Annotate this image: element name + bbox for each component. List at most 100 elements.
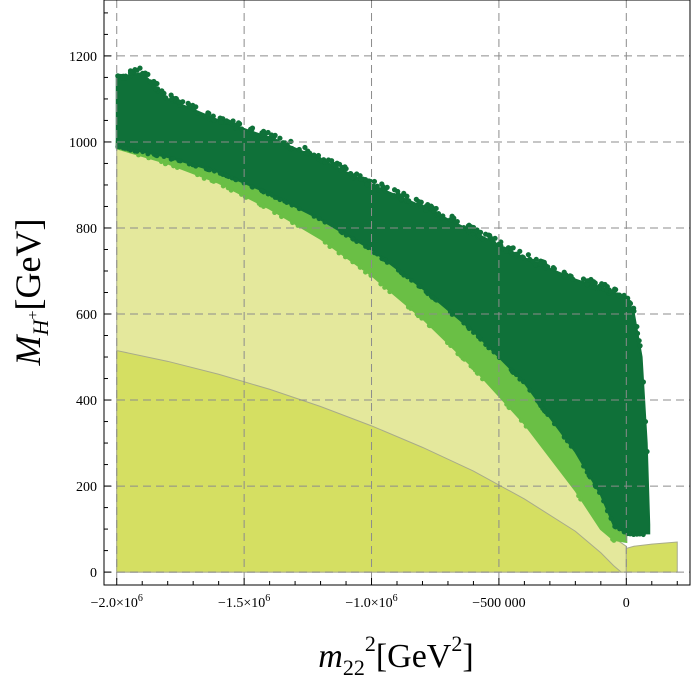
x-axis-title-bracket: [GeV xyxy=(376,638,452,675)
dark-green-point xyxy=(354,239,360,244)
dark-green-point xyxy=(145,151,151,157)
dark-green-point xyxy=(316,216,322,222)
x-axis-title-main: m xyxy=(318,638,343,675)
dark-green-point xyxy=(376,187,382,193)
dark-green-point xyxy=(176,99,182,105)
dark-green-point xyxy=(422,204,428,210)
light-green-point xyxy=(523,423,529,429)
dark-green-point xyxy=(134,149,140,154)
dark-green-point xyxy=(180,99,186,105)
dark-green-point xyxy=(194,110,201,116)
dark-green-point xyxy=(601,498,606,504)
dark-green-point xyxy=(159,88,165,94)
dark-green-point xyxy=(409,277,414,283)
light-green-point xyxy=(342,254,348,260)
dark-green-point xyxy=(399,270,404,275)
dark-green-point xyxy=(416,283,422,289)
dark-green-point xyxy=(551,266,557,272)
dark-green-point xyxy=(127,70,134,76)
dark-green-point xyxy=(527,387,533,393)
x-axis-title-sub: 22 xyxy=(343,655,365,680)
scatter-points xyxy=(115,65,651,544)
dark-green-point xyxy=(486,345,492,351)
x-tick-label-base: −2.0×10 xyxy=(91,596,138,611)
light-green-point xyxy=(322,239,328,245)
dark-green-point xyxy=(584,282,590,288)
dark-green-point xyxy=(233,125,239,131)
dark-green-point xyxy=(564,438,570,444)
dark-green-point xyxy=(561,269,567,275)
x-tick-label-exp: 6 xyxy=(265,593,270,604)
x-tick-label-base: −1.0×10 xyxy=(345,596,392,611)
y-tick-label: 1000 xyxy=(69,136,97,151)
dark-green-point xyxy=(233,177,239,183)
dark-green-point xyxy=(191,106,197,112)
dark-green-point xyxy=(491,349,497,355)
dark-green-point xyxy=(483,342,489,348)
dark-green-point xyxy=(311,213,317,219)
dark-green-point xyxy=(604,287,610,293)
light-green-point xyxy=(239,192,244,197)
dark-green-point xyxy=(315,152,322,159)
light-green-point xyxy=(174,165,180,170)
dark-green-point xyxy=(333,163,339,170)
dark-green-point xyxy=(217,115,223,121)
dark-green-point xyxy=(338,167,344,173)
dark-green-point xyxy=(277,197,283,203)
dark-green-point xyxy=(617,526,622,532)
dark-green-point xyxy=(621,292,627,298)
light-green-point xyxy=(427,323,433,329)
dark-green-point xyxy=(289,202,295,208)
dark-green-point xyxy=(211,117,217,123)
dark-green-point xyxy=(612,286,618,292)
dark-green-point xyxy=(350,236,356,242)
light-green-point xyxy=(461,356,467,362)
y-tick-label: 400 xyxy=(76,394,97,409)
dark-green-point xyxy=(498,243,504,249)
x-tick-label-exp: 6 xyxy=(138,593,143,604)
dark-green-point xyxy=(634,323,640,330)
dark-green-point xyxy=(428,203,434,209)
dark-green-point xyxy=(145,71,151,77)
light-green-point xyxy=(261,204,266,209)
light-green-point xyxy=(368,273,374,278)
light-green-point xyxy=(458,353,464,359)
dark-green-point xyxy=(476,334,482,340)
dark-green-point xyxy=(390,193,396,199)
dark-green-point xyxy=(509,245,515,251)
dark-green-point xyxy=(631,532,637,538)
y-tick-label: 200 xyxy=(76,480,97,495)
light-green-point xyxy=(455,351,461,357)
light-green-point xyxy=(518,418,524,423)
dark-green-point xyxy=(261,189,266,195)
region-inner-right xyxy=(625,541,678,573)
dark-green-point xyxy=(272,195,278,200)
dark-green-point xyxy=(248,126,254,132)
y-tick-label: 600 xyxy=(76,308,97,323)
light-green-point xyxy=(480,376,485,382)
dark-green-point xyxy=(568,443,574,449)
dark-green-point xyxy=(176,158,182,164)
dark-green-point xyxy=(364,181,370,188)
light-green-point xyxy=(171,163,176,169)
dark-green-point xyxy=(537,261,544,267)
light-green-point xyxy=(243,195,249,200)
dark-green-point xyxy=(621,529,627,535)
y-axis-title-sub: H xyxy=(28,318,53,336)
dark-green-point xyxy=(590,280,596,286)
light-green-point xyxy=(578,496,584,502)
dark-green-point xyxy=(600,282,606,288)
dark-green-point xyxy=(304,150,311,156)
dark-green-point xyxy=(154,153,160,159)
dark-green-point xyxy=(277,135,283,141)
x-axis-title-bracket-sup: 2 xyxy=(451,631,462,656)
dark-green-point xyxy=(163,95,169,101)
x-tick-label-exp: 6 xyxy=(393,593,398,604)
dark-green-point xyxy=(584,469,590,475)
dark-green-point xyxy=(627,300,634,307)
dark-green-point xyxy=(541,408,547,414)
x-tick-label: −2.0×106 xyxy=(91,593,143,611)
light-green-point xyxy=(357,265,363,270)
dark-green-point xyxy=(311,152,317,158)
